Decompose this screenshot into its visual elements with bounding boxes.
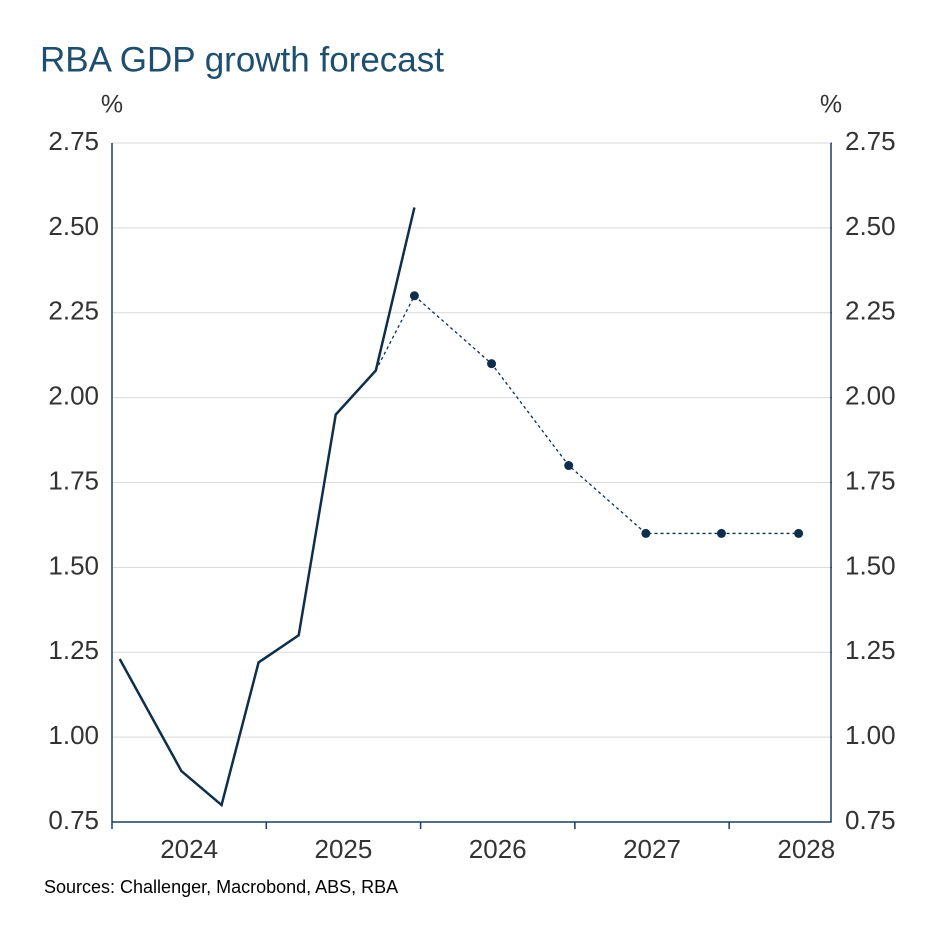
y-tick-label: 2.75 bbox=[48, 126, 99, 156]
y-tick-label: 2.25 bbox=[48, 296, 99, 326]
y2-tick-label: 2.25 bbox=[845, 296, 896, 326]
y2-tick-label: 0.75 bbox=[845, 805, 896, 835]
y-tick-label: 1.25 bbox=[48, 635, 99, 665]
forecast-connector bbox=[375, 295, 415, 371]
forecast-point bbox=[409, 291, 419, 301]
y2-tick-label: 1.50 bbox=[845, 550, 896, 580]
y-tick-label: 2.50 bbox=[48, 211, 99, 241]
y-tick-label: 0.75 bbox=[48, 805, 99, 835]
forecast-point bbox=[564, 461, 574, 471]
forecast-point bbox=[716, 528, 726, 538]
forecast-point bbox=[641, 528, 651, 538]
source-note: Sources: Challenger, Macrobond, ABS, RBA bbox=[44, 877, 398, 897]
y2-tick-label: 2.75 bbox=[845, 126, 896, 156]
x-tick-label: 2027 bbox=[623, 834, 681, 864]
forecast-point bbox=[487, 359, 497, 369]
actual-line bbox=[118, 207, 416, 808]
y-tick-label: 1.75 bbox=[48, 465, 99, 495]
y2-tick-label: 1.00 bbox=[845, 720, 896, 750]
y2-tick-label: 1.75 bbox=[845, 465, 896, 495]
y2-tick-label: 1.25 bbox=[845, 635, 896, 665]
forecast-line bbox=[413, 295, 799, 535]
x-tick-label: 2026 bbox=[469, 834, 527, 864]
y-tick-label: 1.00 bbox=[48, 720, 99, 750]
y-axis-label: % bbox=[101, 91, 123, 119]
y2-axis-label: % bbox=[820, 91, 842, 119]
y-tick-label: 1.50 bbox=[48, 550, 99, 580]
y2-tick-label: 2.00 bbox=[845, 381, 896, 411]
chart-title: RBA GDP growth forecast bbox=[40, 40, 444, 79]
x-tick-label: 2028 bbox=[777, 834, 835, 864]
x-tick-label: 2024 bbox=[160, 834, 218, 864]
y-tick-label: 2.00 bbox=[48, 381, 99, 411]
y2-tick-label: 2.50 bbox=[845, 211, 896, 241]
x-tick-label: 2025 bbox=[315, 834, 373, 864]
forecast-point bbox=[794, 528, 804, 538]
